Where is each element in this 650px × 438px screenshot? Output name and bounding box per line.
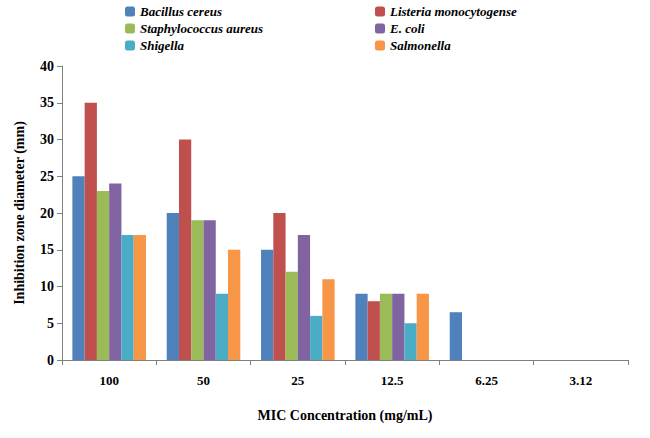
svg-text:0: 0 xyxy=(47,353,54,368)
svg-text:Salmonella: Salmonella xyxy=(390,38,451,53)
svg-text:Staphylococcus aureus: Staphylococcus aureus xyxy=(140,21,263,36)
svg-text:Bacillus cereus: Bacillus cereus xyxy=(139,4,222,19)
svg-text:40: 40 xyxy=(40,59,54,74)
svg-text:Inhibition zone diameter (mm): Inhibition zone diameter (mm) xyxy=(12,121,28,305)
svg-text:30: 30 xyxy=(40,132,54,147)
svg-text:25: 25 xyxy=(40,169,54,184)
svg-text:50: 50 xyxy=(197,373,210,388)
svg-text:MIC Concentration (mg/mL): MIC Concentration (mg/mL) xyxy=(258,408,433,424)
svg-text:100: 100 xyxy=(99,373,119,388)
svg-text:25: 25 xyxy=(291,373,305,388)
svg-text:Listeria monocytogense: Listeria monocytogense xyxy=(389,4,517,19)
svg-text:5: 5 xyxy=(47,316,54,331)
svg-text:12.5: 12.5 xyxy=(381,373,404,388)
svg-text:Shigella: Shigella xyxy=(140,38,185,53)
svg-text:15: 15 xyxy=(40,242,54,257)
svg-text:35: 35 xyxy=(40,95,54,110)
svg-text:E. coli: E. coli xyxy=(389,21,425,36)
svg-text:6.25: 6.25 xyxy=(475,373,498,388)
svg-text:10: 10 xyxy=(40,279,54,294)
svg-text:20: 20 xyxy=(40,206,54,221)
svg-text:3.12: 3.12 xyxy=(569,373,592,388)
